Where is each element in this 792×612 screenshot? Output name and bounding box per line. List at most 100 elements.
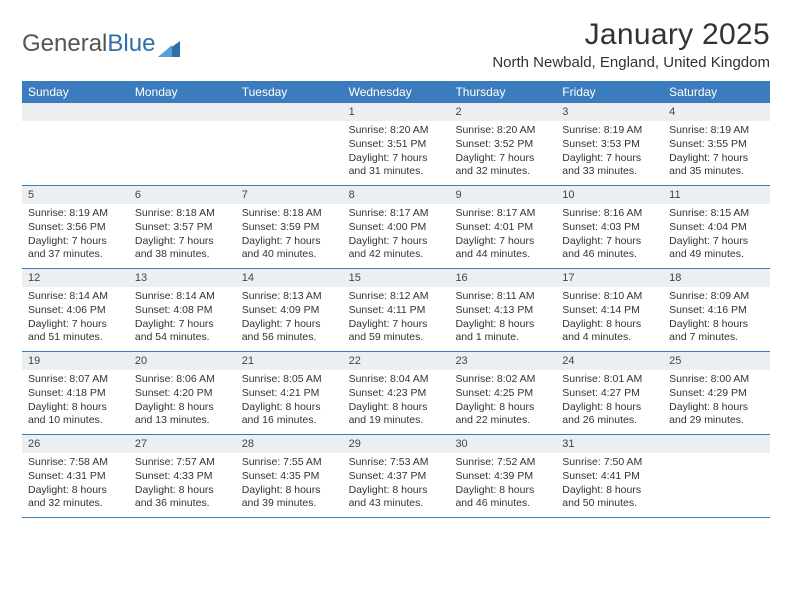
day-cell: 17Sunrise: 8:10 AMSunset: 4:14 PMDayligh…: [556, 269, 663, 351]
sunset-line: Sunset: 4:14 PM: [562, 304, 657, 318]
day-detail: Sunrise: 8:00 AMSunset: 4:29 PMDaylight:…: [663, 370, 770, 433]
day-number: 25: [663, 352, 770, 370]
sunset-line: Sunset: 4:20 PM: [135, 387, 230, 401]
day-number: 9: [449, 186, 556, 204]
sunset-line: Sunset: 3:53 PM: [562, 138, 657, 152]
daylight-line-2: and 49 minutes.: [669, 248, 764, 262]
sunrise-line: Sunrise: 8:16 AM: [562, 207, 657, 221]
day-detail: Sunrise: 7:50 AMSunset: 4:41 PMDaylight:…: [556, 453, 663, 516]
weekday-label: Thursday: [449, 81, 556, 103]
sunrise-line: Sunrise: 8:06 AM: [135, 373, 230, 387]
day-number: 28: [236, 435, 343, 453]
week-row: 1Sunrise: 8:20 AMSunset: 3:51 PMDaylight…: [22, 103, 770, 186]
day-cell: 26Sunrise: 7:58 AMSunset: 4:31 PMDayligh…: [22, 435, 129, 517]
sunrise-line: Sunrise: 8:19 AM: [562, 124, 657, 138]
day-cell: 7Sunrise: 8:18 AMSunset: 3:59 PMDaylight…: [236, 186, 343, 268]
brand-part2: Blue: [107, 30, 155, 58]
sunset-line: Sunset: 3:52 PM: [455, 138, 550, 152]
day-number-empty: [663, 435, 770, 453]
sunset-line: Sunset: 3:57 PM: [135, 221, 230, 235]
weekday-label: Sunday: [22, 81, 129, 103]
day-cell: 20Sunrise: 8:06 AMSunset: 4:20 PMDayligh…: [129, 352, 236, 434]
day-cell: 9Sunrise: 8:17 AMSunset: 4:01 PMDaylight…: [449, 186, 556, 268]
weekday-label: Wednesday: [343, 81, 450, 103]
daylight-line-2: and 40 minutes.: [242, 248, 337, 262]
sunset-line: Sunset: 4:16 PM: [669, 304, 764, 318]
day-number: 13: [129, 269, 236, 287]
daylight-line-1: Daylight: 8 hours: [562, 318, 657, 332]
day-cell: 4Sunrise: 8:19 AMSunset: 3:55 PMDaylight…: [663, 103, 770, 185]
daylight-line-1: Daylight: 8 hours: [455, 318, 550, 332]
day-cell: 19Sunrise: 8:07 AMSunset: 4:18 PMDayligh…: [22, 352, 129, 434]
day-cell: 28Sunrise: 7:55 AMSunset: 4:35 PMDayligh…: [236, 435, 343, 517]
daylight-line-1: Daylight: 8 hours: [135, 484, 230, 498]
day-number: 3: [556, 103, 663, 121]
day-number: 30: [449, 435, 556, 453]
sunrise-line: Sunrise: 7:52 AM: [455, 456, 550, 470]
day-cell: [663, 435, 770, 517]
logo-sail-icon: [158, 36, 180, 52]
daylight-line-1: Daylight: 7 hours: [135, 235, 230, 249]
daylight-line-2: and 37 minutes.: [28, 248, 123, 262]
sunset-line: Sunset: 4:18 PM: [28, 387, 123, 401]
day-cell: 30Sunrise: 7:52 AMSunset: 4:39 PMDayligh…: [449, 435, 556, 517]
sunrise-line: Sunrise: 8:14 AM: [135, 290, 230, 304]
week-row: 19Sunrise: 8:07 AMSunset: 4:18 PMDayligh…: [22, 352, 770, 435]
day-cell: 14Sunrise: 8:13 AMSunset: 4:09 PMDayligh…: [236, 269, 343, 351]
sunset-line: Sunset: 4:01 PM: [455, 221, 550, 235]
day-detail: Sunrise: 8:16 AMSunset: 4:03 PMDaylight:…: [556, 204, 663, 267]
day-cell: 22Sunrise: 8:04 AMSunset: 4:23 PMDayligh…: [343, 352, 450, 434]
day-cell: 24Sunrise: 8:01 AMSunset: 4:27 PMDayligh…: [556, 352, 663, 434]
sunrise-line: Sunrise: 8:09 AM: [669, 290, 764, 304]
day-cell: 8Sunrise: 8:17 AMSunset: 4:00 PMDaylight…: [343, 186, 450, 268]
brand-logo: GeneralBlue: [22, 30, 180, 58]
sunrise-line: Sunrise: 8:20 AM: [455, 124, 550, 138]
day-detail: Sunrise: 8:12 AMSunset: 4:11 PMDaylight:…: [343, 287, 450, 350]
day-cell: 15Sunrise: 8:12 AMSunset: 4:11 PMDayligh…: [343, 269, 450, 351]
daylight-line-2: and 36 minutes.: [135, 497, 230, 511]
day-number: 2: [449, 103, 556, 121]
day-cell: 23Sunrise: 8:02 AMSunset: 4:25 PMDayligh…: [449, 352, 556, 434]
sunrise-line: Sunrise: 8:13 AM: [242, 290, 337, 304]
day-detail: Sunrise: 8:10 AMSunset: 4:14 PMDaylight:…: [556, 287, 663, 350]
sunrise-line: Sunrise: 7:57 AM: [135, 456, 230, 470]
daylight-line-1: Daylight: 7 hours: [669, 152, 764, 166]
daylight-line-1: Daylight: 7 hours: [455, 235, 550, 249]
sunrise-line: Sunrise: 8:19 AM: [669, 124, 764, 138]
day-detail: Sunrise: 8:14 AMSunset: 4:06 PMDaylight:…: [22, 287, 129, 350]
daylight-line-2: and 16 minutes.: [242, 414, 337, 428]
day-number: 16: [449, 269, 556, 287]
sunset-line: Sunset: 4:31 PM: [28, 470, 123, 484]
daylight-line-1: Daylight: 8 hours: [242, 401, 337, 415]
day-detail: Sunrise: 8:18 AMSunset: 3:59 PMDaylight:…: [236, 204, 343, 267]
sunset-line: Sunset: 4:33 PM: [135, 470, 230, 484]
day-cell: 18Sunrise: 8:09 AMSunset: 4:16 PMDayligh…: [663, 269, 770, 351]
day-detail: Sunrise: 8:09 AMSunset: 4:16 PMDaylight:…: [663, 287, 770, 350]
sunrise-line: Sunrise: 8:18 AM: [242, 207, 337, 221]
daylight-line-1: Daylight: 8 hours: [135, 401, 230, 415]
sunrise-line: Sunrise: 8:04 AM: [349, 373, 444, 387]
day-number: 19: [22, 352, 129, 370]
day-detail: Sunrise: 8:07 AMSunset: 4:18 PMDaylight:…: [22, 370, 129, 433]
sunset-line: Sunset: 4:04 PM: [669, 221, 764, 235]
daylight-line-1: Daylight: 7 hours: [349, 235, 444, 249]
daylight-line-2: and 26 minutes.: [562, 414, 657, 428]
daylight-line-2: and 10 minutes.: [28, 414, 123, 428]
daylight-line-2: and 22 minutes.: [455, 414, 550, 428]
week-row: 12Sunrise: 8:14 AMSunset: 4:06 PMDayligh…: [22, 269, 770, 352]
day-cell: 1Sunrise: 8:20 AMSunset: 3:51 PMDaylight…: [343, 103, 450, 185]
weekday-label: Saturday: [663, 81, 770, 103]
daylight-line-1: Daylight: 7 hours: [135, 318, 230, 332]
day-number: 4: [663, 103, 770, 121]
day-detail: Sunrise: 8:13 AMSunset: 4:09 PMDaylight:…: [236, 287, 343, 350]
sunset-line: Sunset: 4:06 PM: [28, 304, 123, 318]
daylight-line-2: and 13 minutes.: [135, 414, 230, 428]
sunrise-line: Sunrise: 8:20 AM: [349, 124, 444, 138]
sunset-line: Sunset: 4:21 PM: [242, 387, 337, 401]
daylight-line-1: Daylight: 8 hours: [562, 484, 657, 498]
day-number: 12: [22, 269, 129, 287]
sunrise-line: Sunrise: 8:07 AM: [28, 373, 123, 387]
daylight-line-1: Daylight: 7 hours: [562, 152, 657, 166]
day-number: 5: [22, 186, 129, 204]
sunset-line: Sunset: 4:39 PM: [455, 470, 550, 484]
